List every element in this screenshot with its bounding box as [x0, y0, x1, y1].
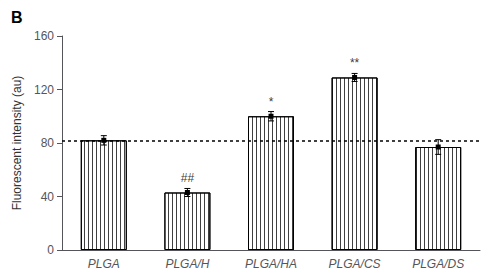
svg-text:120: 120 [34, 83, 54, 97]
svg-text:**: ** [350, 56, 360, 70]
svg-text:B: B [11, 9, 23, 26]
svg-text:PLGA/DS: PLGA/DS [412, 257, 464, 271]
svg-text:160: 160 [34, 29, 54, 43]
svg-text:PLGA/CS: PLGA/CS [329, 257, 381, 271]
svg-text:PLGA: PLGA [88, 257, 120, 271]
svg-text:Fluorescent intensity (au): Fluorescent intensity (au) [10, 76, 24, 211]
svg-text:0: 0 [47, 243, 54, 257]
svg-text:40: 40 [41, 190, 55, 204]
svg-text:PLGA/HA: PLGA/HA [245, 257, 297, 271]
svg-text:PLGA/H: PLGA/H [165, 257, 209, 271]
svg-text:*: * [269, 95, 274, 109]
svg-text:80: 80 [41, 136, 55, 150]
svg-text:##: ## [181, 171, 195, 185]
